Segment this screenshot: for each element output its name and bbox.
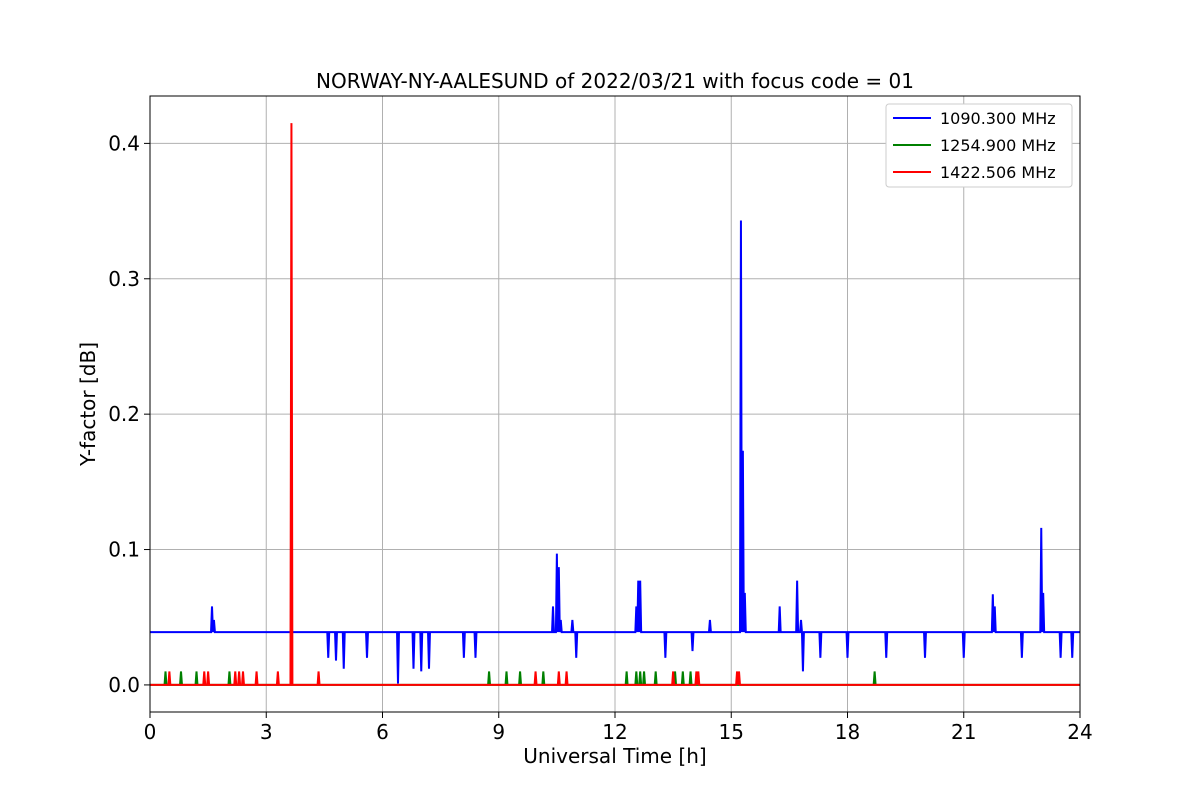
legend-label-1254: 1254.900 MHz bbox=[940, 136, 1056, 155]
x-tick-label: 0 bbox=[144, 720, 157, 744]
y-tick-label: 0.3 bbox=[108, 267, 140, 291]
legend: 1090.300 MHz 1254.900 MHz 1422.506 MHz bbox=[885, 103, 1073, 188]
x-tick-label: 9 bbox=[492, 720, 505, 744]
x-tick-label: 21 bbox=[951, 720, 976, 744]
y-tick-label: 0.2 bbox=[108, 402, 140, 426]
legend-label-1422: 1422.506 MHz bbox=[940, 163, 1056, 182]
x-axis-label: Universal Time [h] bbox=[523, 744, 706, 768]
y-tick-label: 0.1 bbox=[108, 538, 140, 562]
grid bbox=[149, 96, 1081, 712]
x-ticks: 0 3 6 9 12 15 18 21 24 bbox=[144, 712, 1093, 744]
chart-title: NORWAY-NY-AALESUND of 2022/03/21 with fo… bbox=[316, 69, 914, 93]
series-line-1 bbox=[150, 671, 1080, 686]
y-axis-label: Y-factor [dB] bbox=[76, 342, 100, 467]
x-tick-label: 3 bbox=[260, 720, 273, 744]
x-tick-label: 15 bbox=[719, 720, 744, 744]
series-line-0 bbox=[150, 220, 1080, 684]
y-tick-label: 0.0 bbox=[108, 673, 140, 697]
x-tick-label: 6 bbox=[376, 720, 389, 744]
x-tick-label: 24 bbox=[1067, 720, 1092, 744]
series-lines bbox=[150, 123, 1080, 686]
legend-box bbox=[885, 103, 1073, 188]
y-ticks: 0.0 0.1 0.2 0.3 0.4 bbox=[108, 131, 150, 697]
series-line-2 bbox=[150, 123, 1080, 686]
legend-label-1090: 1090.300 MHz bbox=[940, 109, 1056, 128]
y-tick-label: 0.4 bbox=[108, 131, 140, 155]
x-tick-label: 18 bbox=[835, 720, 860, 744]
x-tick-label: 12 bbox=[602, 720, 627, 744]
